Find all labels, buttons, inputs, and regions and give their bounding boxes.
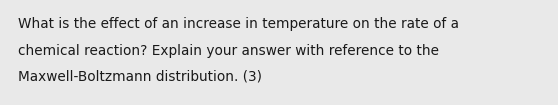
Text: Maxwell-Boltzmann distribution. (3): Maxwell-Boltzmann distribution. (3)	[18, 70, 262, 84]
Text: What is the effect of an increase in temperature on the rate of a: What is the effect of an increase in tem…	[18, 17, 459, 31]
Text: chemical reaction? Explain your answer with reference to the: chemical reaction? Explain your answer w…	[18, 43, 439, 58]
